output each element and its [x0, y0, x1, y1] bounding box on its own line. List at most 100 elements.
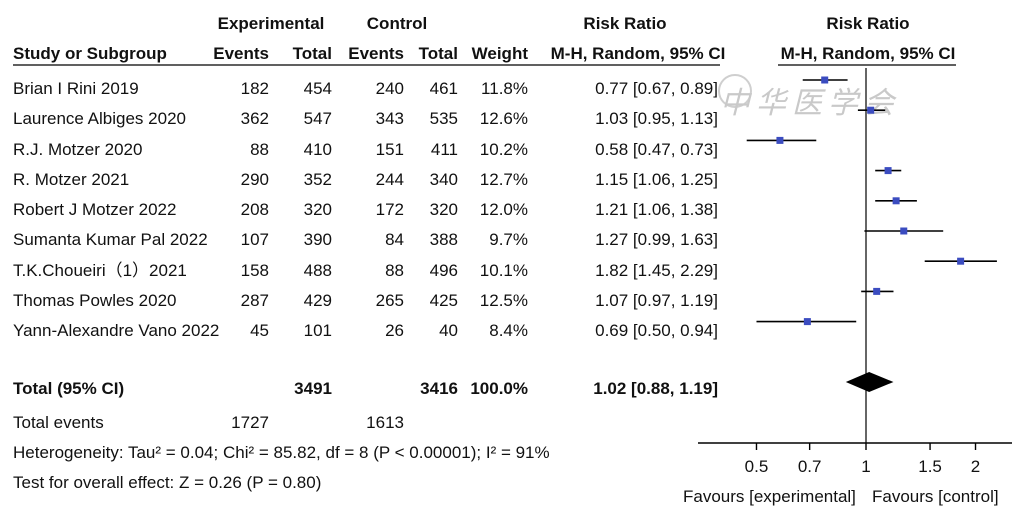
events-control: 151 [375, 139, 404, 159]
events-experimental: 208 [240, 200, 269, 219]
study-name: Sumanta Kumar Pal 2022 [13, 230, 208, 250]
header-events-control: Events [348, 44, 404, 63]
point-marker [900, 227, 908, 235]
risk-ratio-ci: 1.82 [1.45, 2.29] [595, 260, 718, 280]
total-label: Total (95% CI) [13, 379, 125, 398]
x-tick-label: 0.5 [745, 457, 769, 476]
total-events-control: 1613 [366, 413, 404, 432]
events-experimental: 362 [240, 109, 269, 129]
total-experimental: 547 [303, 109, 332, 129]
events-experimental: 45 [250, 321, 269, 340]
study-name: Robert J Motzer 2022 [13, 200, 177, 219]
study-name: Thomas Powles 2020 [13, 290, 177, 310]
total-events-label: Total events [13, 413, 104, 432]
x-tick-label: 1 [861, 457, 870, 476]
risk-ratio-ci: 1.27 [0.99, 1.63] [595, 230, 718, 250]
risk-ratio-ci: 1.15 [1.06, 1.25] [595, 169, 718, 189]
x-tick-label: 0.7 [798, 457, 822, 476]
total-experimental: 352 [303, 169, 332, 189]
point-marker [821, 76, 829, 84]
total-control: 320 [429, 200, 458, 219]
header-experimental: Experimental [217, 14, 325, 33]
total-control: 3416 [420, 379, 458, 398]
point-marker [892, 197, 900, 205]
watermark: 中华医学会 [720, 86, 900, 121]
risk-ratio-ci: 0.69 [0.50, 0.94] [595, 321, 718, 340]
total-experimental: 101 [303, 321, 332, 340]
point-marker [867, 106, 875, 114]
events-control: 88 [385, 260, 404, 280]
point-marker [776, 136, 784, 144]
total-control: 388 [429, 230, 458, 250]
point-marker [884, 167, 892, 175]
header-method-plot: M-H, Random, 95% CI [780, 44, 956, 63]
total-control: 535 [429, 109, 458, 129]
events-control: 265 [375, 290, 404, 310]
x-tick-label: 2 [971, 457, 980, 476]
total-control: 40 [439, 321, 458, 340]
events-control: 26 [385, 321, 404, 340]
weight: 12.6% [479, 109, 528, 129]
header-weight: Weight [471, 44, 528, 63]
events-experimental: 287 [240, 290, 269, 310]
total-ci: 1.02 [0.88, 1.19] [593, 379, 718, 398]
total-weight: 100.0% [470, 379, 528, 398]
total-control: 461 [429, 79, 458, 98]
header-method-table: M-H, Random, 95% CI [550, 44, 726, 63]
total-experimental: 454 [303, 79, 332, 98]
events-experimental: 290 [240, 169, 269, 189]
risk-ratio-ci: 1.03 [0.95, 1.13] [595, 109, 718, 129]
total-experimental: 320 [303, 200, 332, 219]
total-control: 411 [430, 139, 458, 159]
total-control: 425 [429, 290, 458, 310]
weight: 10.1% [479, 260, 528, 280]
total-experimental: 429 [303, 290, 332, 310]
events-experimental: 88 [250, 139, 269, 159]
study-name: T.K.Choueiri（1）2021 [13, 260, 187, 280]
point-marker [873, 287, 881, 295]
header-total-experimental: Total [292, 44, 332, 63]
risk-ratio-ci: 1.21 [1.06, 1.38] [595, 200, 718, 219]
weight: 11.8% [481, 79, 528, 98]
weight: 10.2% [479, 139, 528, 159]
total-experimental: 488 [303, 260, 332, 280]
header-risk-ratio-table: Risk Ratio [583, 14, 667, 33]
study-name: R.J. Motzer 2020 [13, 139, 143, 159]
header-total-control: Total [418, 44, 458, 63]
events-experimental: 158 [240, 260, 269, 280]
weight: 12.7% [479, 169, 528, 189]
events-control: 84 [385, 230, 404, 250]
overall-effect-text: Test for overall effect: Z = 0.26 (P = 0… [13, 473, 322, 492]
risk-ratio-ci: 0.77 [0.67, 0.89] [595, 79, 718, 98]
x-tick-label: 1.5 [918, 457, 942, 476]
pooled-diamond [845, 372, 894, 392]
header-study: Study or Subgroup [13, 44, 167, 63]
study-name: Brian I Rini 2019 [13, 79, 139, 98]
risk-ratio-ci: 1.07 [0.97, 1.19] [595, 290, 718, 310]
point-marker [803, 318, 811, 326]
events-control: 343 [375, 109, 404, 129]
heterogeneity-text: Heterogeneity: Tau² = 0.04; Chi² = 85.82… [13, 443, 550, 462]
events-experimental: 107 [240, 230, 269, 250]
favours-experimental: Favours [experimental] [683, 487, 856, 506]
watermark-seal [718, 74, 752, 108]
header-risk-ratio-plot: Risk Ratio [826, 14, 910, 33]
events-control: 172 [375, 200, 404, 219]
point-marker [957, 257, 965, 265]
total-experimental: 410 [303, 139, 332, 159]
risk-ratio-ci: 0.58 [0.47, 0.73] [595, 139, 718, 159]
total-control: 340 [429, 169, 458, 189]
favours-control: Favours [control] [872, 487, 999, 506]
total-events-experimental: 1727 [231, 413, 269, 432]
events-control: 240 [375, 79, 404, 98]
events-experimental: 182 [240, 79, 269, 98]
weight: 8.4% [489, 321, 528, 340]
weight: 9.7% [489, 230, 528, 250]
weight: 12.5% [479, 290, 528, 310]
total-experimental: 3491 [294, 379, 332, 398]
study-name: Laurence Albiges 2020 [13, 109, 186, 129]
events-control: 244 [375, 169, 404, 189]
study-name: R. Motzer 2021 [13, 169, 130, 189]
total-experimental: 390 [303, 230, 332, 250]
